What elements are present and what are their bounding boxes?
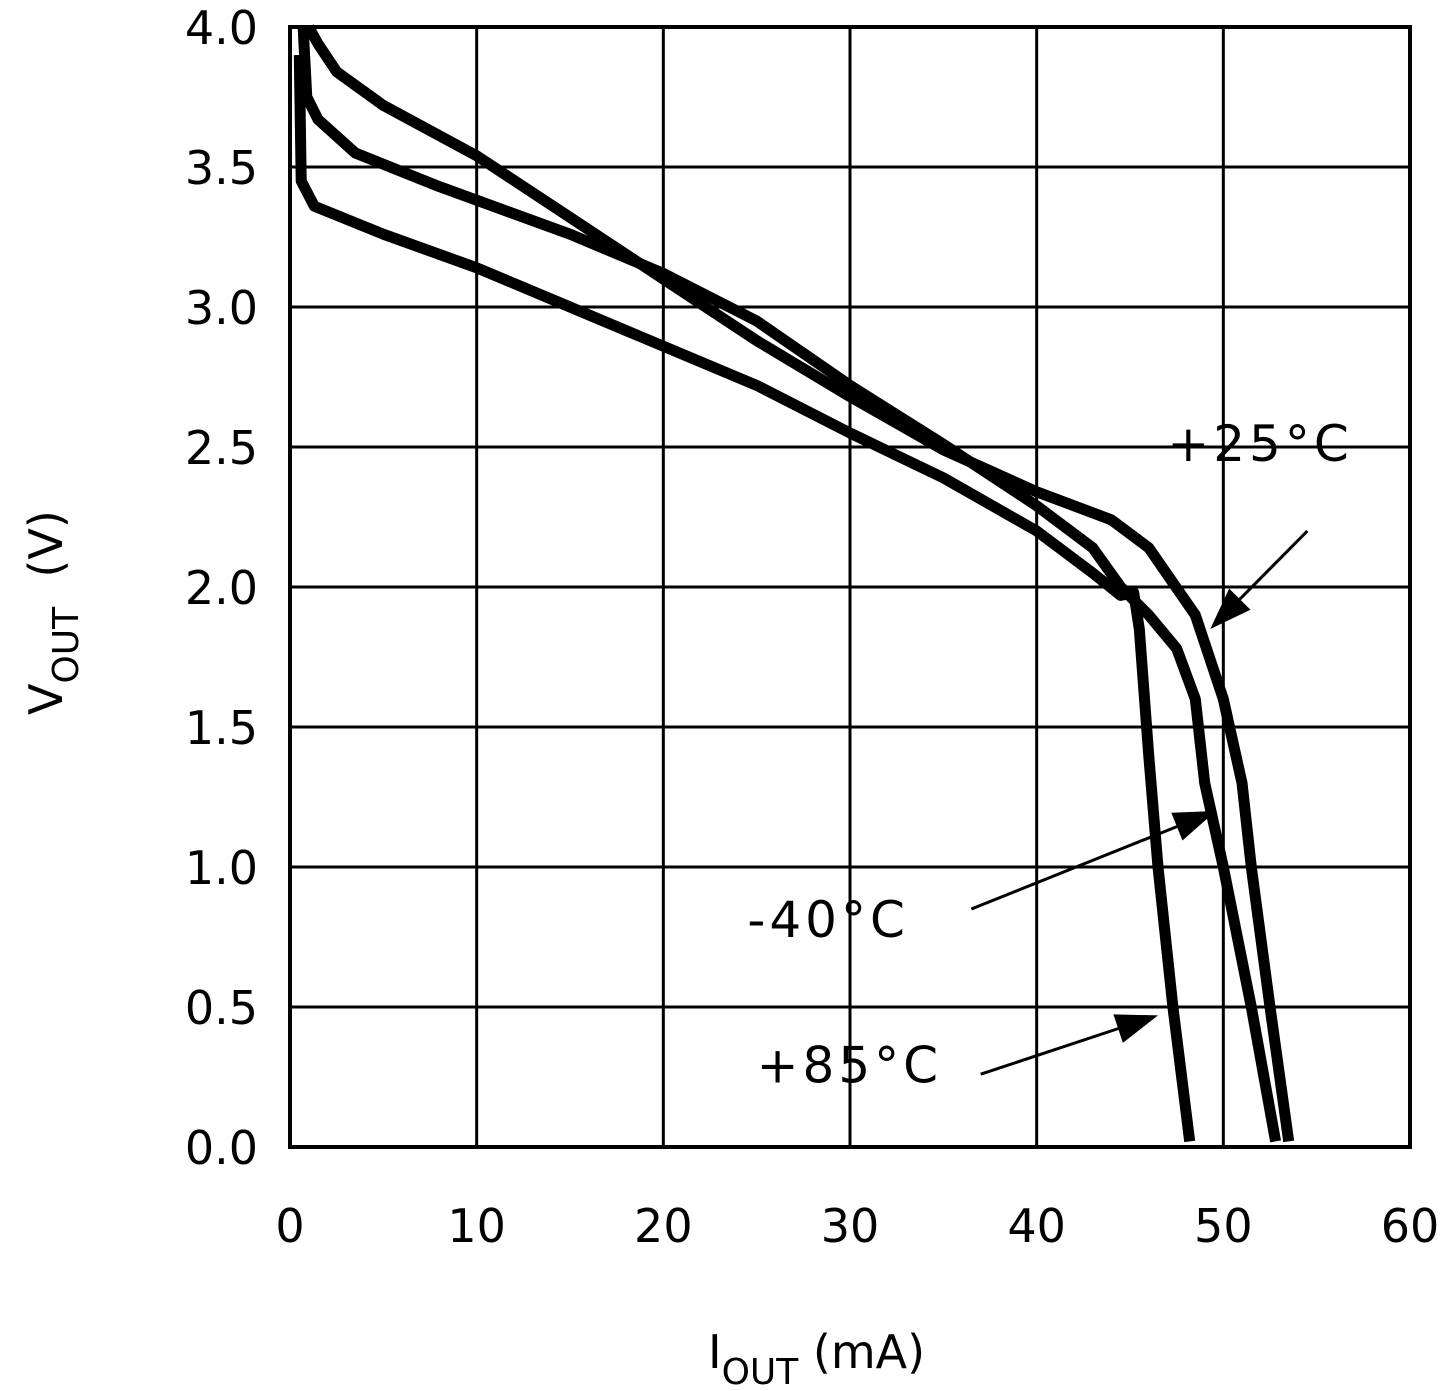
annotation-arrow-line bbox=[1238, 529, 1309, 601]
x-axis-label-sub: OUT bbox=[722, 1352, 800, 1391]
x-tick-label: 40 bbox=[1007, 1199, 1066, 1253]
y-tick-label: 3.0 bbox=[185, 281, 258, 335]
x-tick-label: 50 bbox=[1194, 1199, 1253, 1253]
series-label: +25°C bbox=[1167, 415, 1352, 473]
y-tick-label: 0.0 bbox=[185, 1121, 258, 1175]
x-tick-label: 0 bbox=[275, 1199, 304, 1253]
y-tick-label: 0.5 bbox=[185, 981, 258, 1035]
x-axis-label-main: I bbox=[708, 1325, 722, 1379]
annotation-arrow-line bbox=[980, 1027, 1119, 1076]
x-tick-label: 20 bbox=[634, 1199, 693, 1253]
series-line-85-C bbox=[293, 54, 1196, 1143]
annotation-arrowhead bbox=[1113, 1014, 1158, 1043]
x-axis-label: IOUT (mA) bbox=[708, 1325, 925, 1391]
series-lines bbox=[293, 24, 1295, 1143]
series-line-40-C bbox=[297, 26, 1282, 1143]
y-tick-label: 2.5 bbox=[185, 421, 258, 475]
x-tick-labels: 0 10 20 30 40 50 60 bbox=[275, 1199, 1439, 1253]
annotation-arrowhead bbox=[1210, 588, 1251, 629]
series-label: +85°C bbox=[757, 1037, 942, 1095]
x-tick-label: 30 bbox=[821, 1199, 880, 1253]
y-tick-label: 1.0 bbox=[185, 841, 258, 895]
y-tick-label: 1.5 bbox=[185, 701, 258, 755]
series-label: -40°C bbox=[747, 891, 909, 949]
x-axis-label-unit: (mA) bbox=[798, 1325, 925, 1379]
y-tick-labels: 0.0 0.5 1.0 1.5 2.0 2.5 3.0 3.5 4.0 bbox=[185, 1, 258, 1175]
y-tick-label: 2.0 bbox=[185, 561, 258, 615]
annotation-arrowhead bbox=[1171, 811, 1216, 841]
y-tick-label: 3.5 bbox=[185, 141, 258, 195]
annotations: +25°C -40°C +85°C bbox=[747, 415, 1352, 1095]
y-axis-label-main: V bbox=[19, 683, 73, 715]
x-tick-label: 60 bbox=[1381, 1199, 1440, 1253]
y-axis-label-sub: OUT bbox=[46, 606, 87, 684]
y-axis-label-unit: (V) bbox=[19, 510, 73, 607]
y-axis-label: VOUT (V) bbox=[19, 510, 87, 715]
y-tick-label: 4.0 bbox=[185, 1, 258, 55]
annotation-arrow-line bbox=[970, 825, 1178, 911]
grid-lines bbox=[288, 25, 1412, 1149]
x-tick-label: 10 bbox=[447, 1199, 506, 1253]
plot-frame bbox=[288, 25, 1412, 1149]
